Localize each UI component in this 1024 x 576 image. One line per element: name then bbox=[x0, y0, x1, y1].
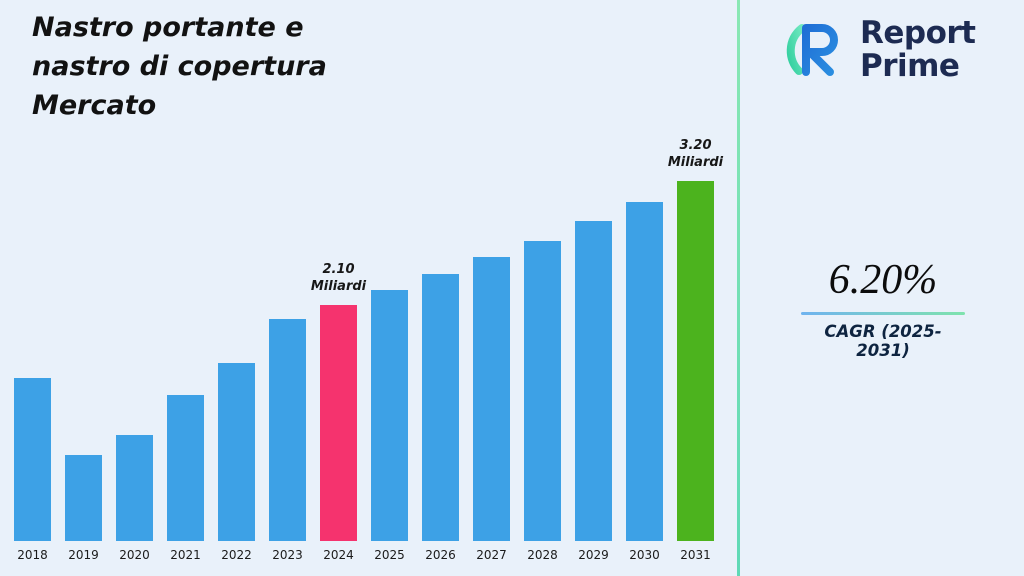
page-title: Nastro portante e nastro di copertura Me… bbox=[32, 8, 327, 125]
axis-label-2030: 2030 bbox=[629, 548, 660, 562]
axis-label-2025: 2025 bbox=[374, 548, 405, 562]
bar-2027 bbox=[473, 257, 510, 541]
bar-group-2031: 3.20 Miliardi 2031 bbox=[668, 138, 723, 562]
axis-label-2020: 2020 bbox=[119, 548, 150, 562]
bar-2028 bbox=[524, 241, 561, 541]
bar-2030 bbox=[626, 202, 663, 541]
bar-group-2018: 2018 bbox=[14, 378, 51, 562]
bar-group-2029: 2029 bbox=[575, 221, 612, 562]
title-line-2: nastro di copertura bbox=[32, 51, 327, 83]
title-line-3: Mercato bbox=[32, 90, 157, 122]
cagr-stat: 6.20% CAGR (2025-2031) bbox=[801, 256, 965, 360]
bar-2021 bbox=[167, 395, 204, 541]
bar-2018 bbox=[14, 378, 51, 541]
bar-chart: 2018 2019 2020 2021 2022 2023 2.10 Miliardi 2024… bbox=[14, 138, 723, 562]
title-line-1: Nastro portante e bbox=[32, 12, 304, 43]
axis-label-2024: 2024 bbox=[323, 548, 354, 562]
bar-group-2028: 2028 bbox=[524, 241, 561, 562]
bar-group-2023: 2023 bbox=[269, 319, 306, 562]
axis-label-2018: 2018 bbox=[17, 548, 48, 562]
axis-label-2027: 2027 bbox=[476, 548, 507, 562]
axis-label-2028: 2028 bbox=[527, 548, 558, 562]
axis-label-2023: 2023 bbox=[272, 548, 303, 562]
brand-name-line-1: Report bbox=[860, 14, 976, 51]
axis-label-2029: 2029 bbox=[578, 548, 609, 562]
brand-name-line-2: Prime bbox=[860, 48, 960, 84]
bar-group-2024: 2.10 Miliardi 2024 bbox=[311, 262, 366, 562]
axis-label-2021: 2021 bbox=[170, 548, 201, 562]
brand-block: Report Prime bbox=[778, 12, 976, 88]
bar-2020 bbox=[116, 435, 153, 541]
axis-label-2022: 2022 bbox=[221, 548, 252, 562]
bar-2025 bbox=[371, 290, 408, 541]
vertical-divider bbox=[737, 0, 740, 576]
axis-label-2026: 2026 bbox=[425, 548, 456, 562]
axis-label-2031: 2031 bbox=[680, 548, 711, 562]
bar-group-2026: 2026 bbox=[422, 274, 459, 562]
cagr-value: 6.20% bbox=[828, 257, 938, 303]
bar-2029 bbox=[575, 221, 612, 541]
bar-value-label-2024: 2.10 Miliardi bbox=[310, 262, 367, 295]
bar-group-2022: 2022 bbox=[218, 363, 255, 562]
bar-2024 bbox=[320, 305, 357, 541]
cagr-label: CAGR (2025-2031) bbox=[824, 322, 942, 360]
axis-label-2019: 2019 bbox=[68, 548, 99, 562]
bar-group-2030: 2030 bbox=[626, 202, 663, 562]
bar-group-2027: 2027 bbox=[473, 257, 510, 562]
bar-group-2020: 2020 bbox=[116, 435, 153, 562]
brand-name: Report Prime bbox=[860, 14, 976, 84]
bar-group-2021: 2021 bbox=[167, 395, 204, 562]
bar-2023 bbox=[269, 319, 306, 541]
bar-2022 bbox=[218, 363, 255, 541]
bar-group-2025: 2025 bbox=[371, 290, 408, 562]
bar-group-2019: 2019 bbox=[65, 455, 102, 562]
bar-2026 bbox=[422, 274, 459, 541]
bar-2019 bbox=[65, 455, 102, 541]
report-prime-logo-icon bbox=[778, 12, 850, 88]
bar-value-label-2031: 3.20 Miliardi bbox=[667, 138, 724, 171]
bar-2031 bbox=[677, 181, 714, 541]
stat-underline bbox=[801, 312, 965, 315]
